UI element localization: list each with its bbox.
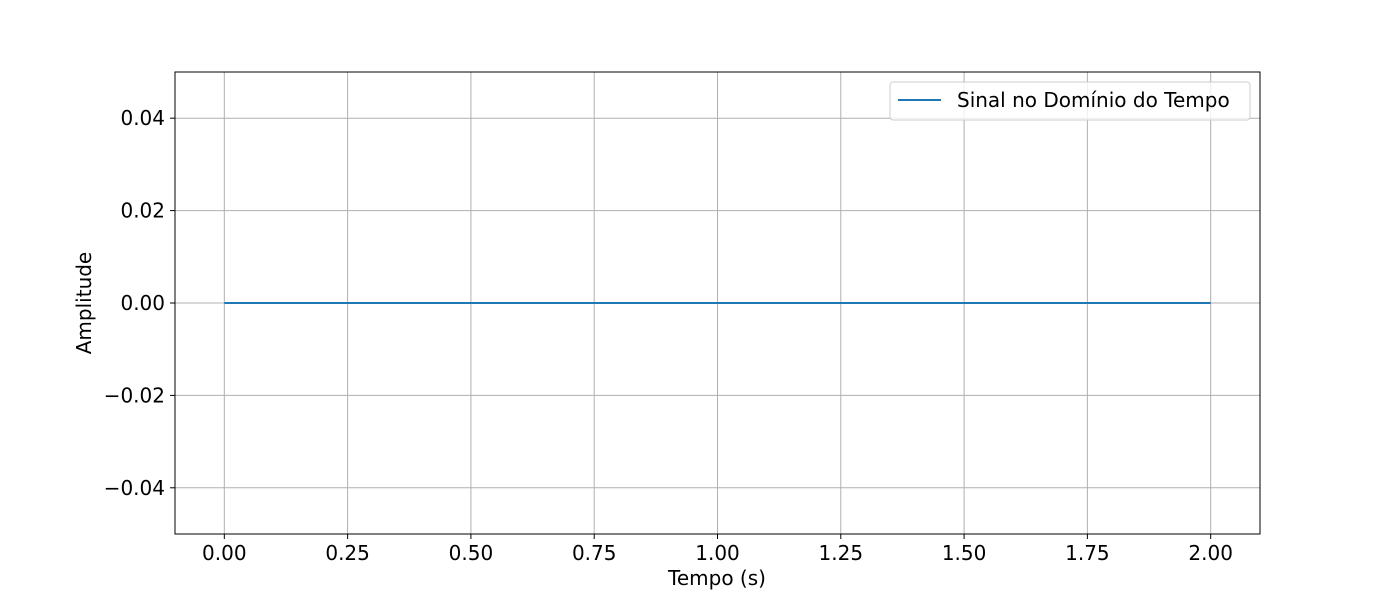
x-tick-label: 1.00 [695,541,740,565]
y-tick-label: 0.02 [120,199,165,223]
x-tick-label: 0.75 [572,541,617,565]
y-tick-label: −0.04 [104,476,165,500]
x-tick-label: 1.50 [942,541,987,565]
y-axis-label: Amplitude [72,252,96,355]
x-tick-label: 2.00 [1188,541,1233,565]
x-axis-label: Tempo (s) [667,566,766,590]
x-tick-label: 0.25 [325,541,370,565]
y-axis-ticks: −0.04 −0.02 0.00 0.02 0.04 [104,106,175,500]
x-tick-label: 1.25 [819,541,864,565]
x-tick-label: 0.00 [202,541,247,565]
y-tick-label: −0.02 [104,383,165,407]
legend: Sinal no Domínio do Tempo [889,81,1251,121]
x-tick-label: 0.50 [449,541,494,565]
x-tick-label: 1.75 [1065,541,1110,565]
legend-label: Sinal no Domínio do Tempo [957,88,1230,112]
legend-box [889,81,1251,121]
x-axis-ticks: 0.00 0.25 0.50 0.75 1.00 1.25 1.50 1.75 2.00 [202,534,1233,565]
y-tick-label: 0.00 [120,291,165,315]
y-tick-label: 0.04 [120,106,165,130]
